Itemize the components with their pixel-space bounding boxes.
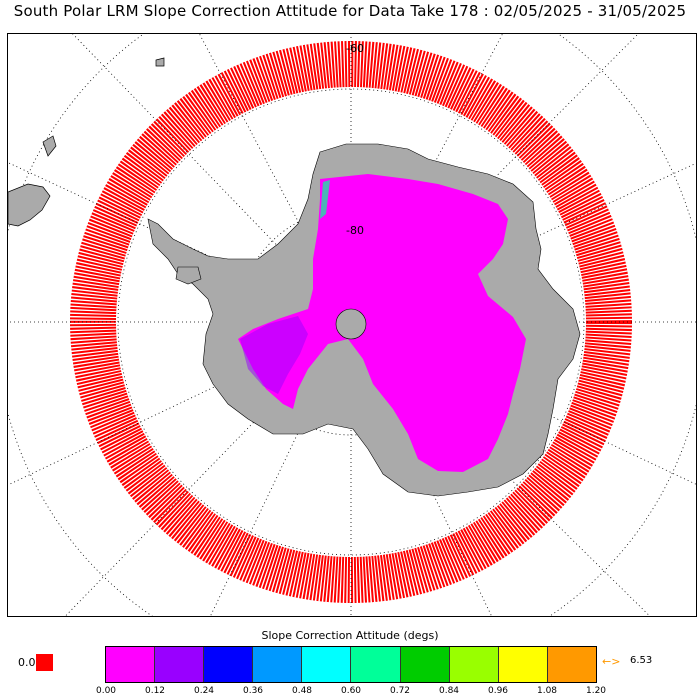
colorbar-swatch	[253, 647, 303, 682]
colorbar-swatch	[302, 647, 352, 682]
colorbar-title: Slope Correction Attitude (degs)	[261, 629, 439, 642]
colorbar-tick-label: 0.36	[242, 686, 264, 696]
colorbar-tick-label: 1.20	[585, 686, 607, 696]
map-frame: -60 -80	[7, 33, 697, 617]
colorbar-swatch	[106, 647, 156, 682]
max-value-label: 6.53	[630, 655, 653, 666]
colorbar-swatch	[449, 647, 499, 682]
nodata-label: 0.0	[18, 656, 36, 669]
colorbar-swatch	[351, 647, 401, 682]
lat-label-80: -80	[346, 224, 364, 237]
colorbar-tick-label: 1.08	[536, 686, 558, 696]
colorbar-tick-label: 0.60	[340, 686, 362, 696]
colorbar	[105, 646, 597, 683]
colorbar-swatch	[547, 647, 596, 682]
colorbar-swatch	[400, 647, 450, 682]
data-ring	[70, 41, 632, 603]
colorbar-tick-label: 0.24	[193, 686, 215, 696]
max-arrow-icon: ←>	[602, 655, 621, 668]
polar-map: -60 -80	[8, 34, 696, 616]
colorbar-tick-label: 0.12	[144, 686, 166, 696]
colorbar-swatch	[204, 647, 254, 682]
lat-label-60: -60	[346, 42, 364, 55]
colorbar-tick-label: 0.72	[389, 686, 411, 696]
landmass-south-america	[8, 57, 165, 227]
colorbar-swatch	[155, 647, 205, 682]
colorbar-tick-label: 0.84	[438, 686, 460, 696]
map-title: South Polar LRM Slope Correction Attitud…	[13, 2, 687, 20]
colorbar-tick-label: 0.96	[487, 686, 509, 696]
nodata-swatch	[36, 654, 53, 671]
colorbar-tick-label: 0.48	[291, 686, 313, 696]
slope-data-coverage	[238, 174, 526, 472]
colorbar-tick-label: 0.00	[95, 686, 117, 696]
colorbar-swatch	[498, 647, 548, 682]
